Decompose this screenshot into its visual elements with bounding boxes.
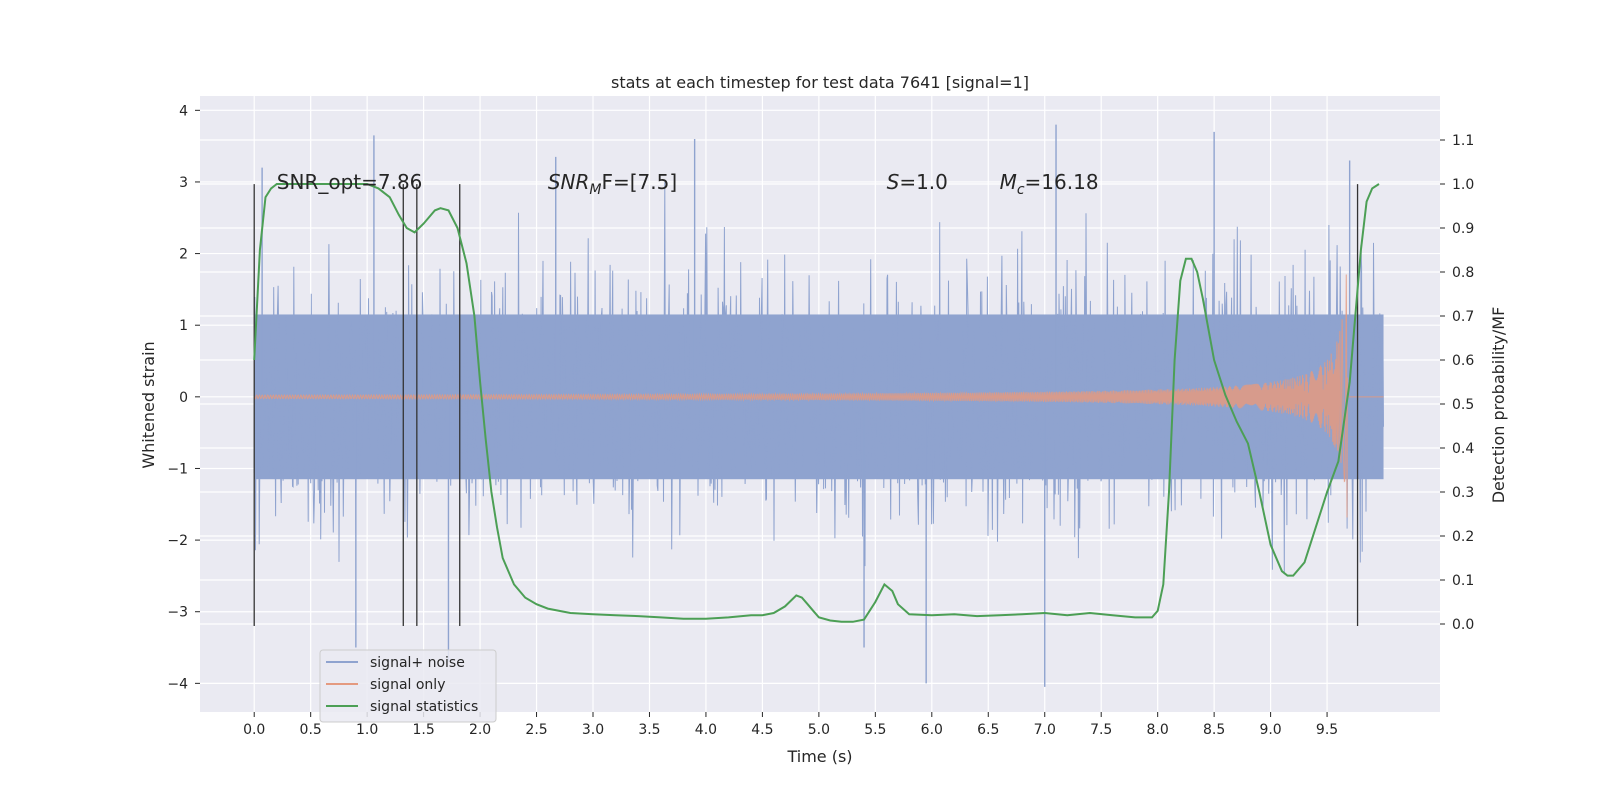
- y2-tick-label-3: 0.3: [1452, 485, 1474, 501]
- y-tick-label-0: −4: [167, 676, 188, 692]
- y-tick-label-1: −3: [167, 605, 188, 621]
- x-tick-label-19: 9.5: [1316, 722, 1338, 738]
- x-tick-label-1: 0.5: [300, 722, 322, 738]
- annotation-3: Mc=16.18: [1000, 170, 1099, 198]
- vertical-markers: [253, 184, 1359, 627]
- signal-only-series: [253, 274, 1384, 518]
- x-tick-label-6: 3.0: [582, 722, 604, 738]
- y-tick-label-2: −2: [167, 533, 188, 549]
- y2-tick-label-10: 1.0: [1452, 177, 1474, 193]
- x-tick-label-7: 3.5: [638, 722, 660, 738]
- y2-tick-label-4: 0.4: [1452, 441, 1474, 457]
- y-tick-label-6: 2: [179, 247, 188, 263]
- x-tick-label-14: 7.0: [1034, 722, 1056, 738]
- annotation-0: SNR_opt=7.86: [277, 170, 423, 194]
- annotation-1: SNRMF=[7.5]: [548, 170, 677, 198]
- y2-tick-label-5: 0.5: [1452, 397, 1474, 413]
- x-tick-label-5: 2.5: [525, 722, 547, 738]
- x-tick-label-0: 0.0: [243, 722, 265, 738]
- x-tick-label-17: 8.5: [1203, 722, 1225, 738]
- x-axis: 0.0 0.5 1.0 1.5 2.0 2.5 3.0 3.5 4.0 4.5 5.0 5.5 6.0 6…: [243, 712, 1338, 738]
- x-tick-label-12: 6.0: [921, 722, 943, 738]
- y2-tick-label-2: 0.2: [1452, 529, 1474, 545]
- x-tick-label-4: 2.0: [469, 722, 491, 738]
- y-tick-label-8: 4: [179, 103, 188, 119]
- x-tick-label-8: 4.0: [695, 722, 717, 738]
- y-axis-label: Whitened strain: [139, 341, 158, 468]
- y-axis-left: −4 −3 −2 −1 0 1 2 3 4: [167, 103, 200, 692]
- legend-box: [319, 649, 497, 723]
- legend: signal+ noise signal only signal statist…: [319, 649, 497, 723]
- x-tick-label-9: 4.5: [751, 722, 773, 738]
- y2-tick-label-11: 1.1: [1452, 133, 1474, 149]
- legend-item-noise: signal+ noise: [326, 655, 465, 671]
- annotations: SNR_opt=7.86 SNRMF=[7.5] S=1.0 Mc=16.18: [277, 170, 1099, 198]
- x-tick-label-3: 1.5: [412, 722, 434, 738]
- y2-tick-label-0: 0.0: [1452, 617, 1474, 633]
- noise-line: [253, 181, 1384, 575]
- x-tick-label-11: 5.5: [864, 722, 886, 738]
- x-axis-label: Time (s): [786, 747, 852, 766]
- signal-statistics-series: [253, 183, 1380, 623]
- x-tick-label-15: 7.5: [1090, 722, 1112, 738]
- x-tick-label-18: 9.0: [1259, 722, 1281, 738]
- y-tick-label-7: 3: [179, 175, 188, 191]
- y2-tick-label-1: 0.1: [1452, 573, 1474, 589]
- y2-tick-label-6: 0.6: [1452, 353, 1474, 369]
- y2-axis-label: Detection probability/MF: [1489, 307, 1508, 504]
- annotation-2: S=1.0: [887, 170, 948, 194]
- signal-only-line: [253, 274, 1384, 518]
- y2-tick-label-9: 0.9: [1452, 221, 1474, 237]
- legend-item-statistics: signal statistics: [326, 699, 478, 715]
- x-tick-label-16: 8.0: [1147, 722, 1169, 738]
- chart-title: stats at each timestep for test data 764…: [611, 73, 1029, 92]
- y-axis-right: 0.0 0.1 0.2 0.3 0.4 0.5 0.6 0.7 0.8 0.9 1.0 1.1: [1440, 133, 1474, 633]
- legend-label-signal: signal only: [370, 677, 445, 693]
- y-tick-label-5: 1: [179, 318, 188, 334]
- y-tick-label-4: 0: [179, 390, 188, 406]
- signal-statistics-line: [253, 183, 1380, 623]
- legend-label-statistics: signal statistics: [370, 699, 478, 715]
- y2-tick-label-8: 0.8: [1452, 265, 1474, 281]
- x-tick-label-13: 6.5: [977, 722, 999, 738]
- x-tick-label-2: 1.0: [356, 722, 378, 738]
- legend-label-noise: signal+ noise: [370, 655, 465, 671]
- x-tick-label-10: 5.0: [808, 722, 830, 738]
- y2-tick-label-7: 0.7: [1452, 309, 1474, 325]
- y-tick-label-3: −1: [167, 461, 188, 477]
- legend-item-signal: signal only: [326, 677, 445, 693]
